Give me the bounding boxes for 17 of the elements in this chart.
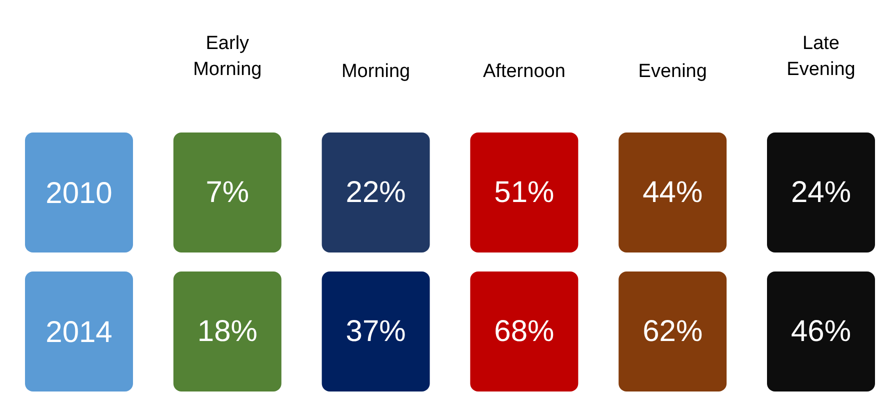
data-label: 68%: [494, 315, 554, 348]
data-label: 7%: [206, 176, 250, 209]
x-tick-label: Afternoon: [483, 61, 566, 82]
x-tick-label: Early Morning: [193, 32, 262, 80]
x-tick-label: Late Evening: [786, 32, 856, 80]
data-label: 51%: [494, 176, 554, 209]
data-label: 37%: [346, 315, 406, 348]
y-tick-label: 2010: [46, 177, 112, 210]
data-label: 18%: [197, 315, 258, 348]
data-label: 44%: [642, 176, 703, 209]
x-tick-label: Morning: [341, 61, 410, 82]
x-tick-label: Evening: [638, 61, 707, 82]
data-label: 62%: [642, 315, 703, 348]
data-label: 24%: [790, 176, 852, 209]
data-label: 22%: [346, 176, 406, 209]
y-tick-label: 2014: [46, 316, 112, 349]
data-label: 46%: [790, 315, 852, 348]
